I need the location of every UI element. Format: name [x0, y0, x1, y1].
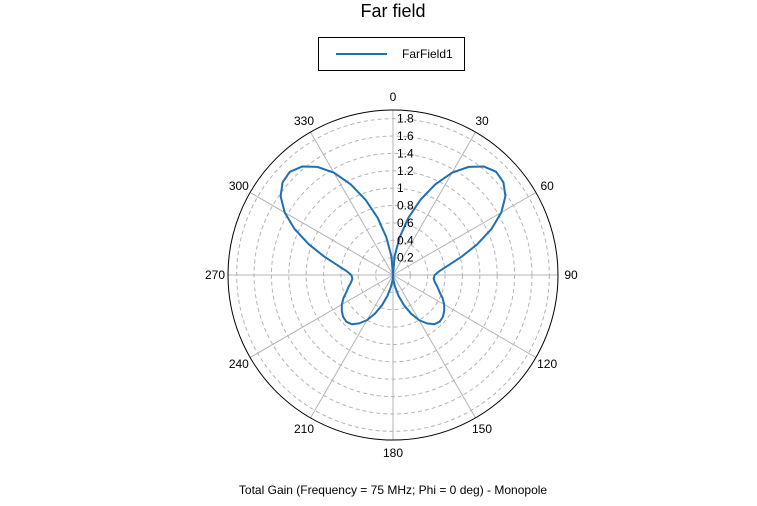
r-tick-label: 0.6	[397, 216, 414, 230]
r-tick-label: 1	[397, 181, 404, 195]
theta-tick-label: 330	[294, 114, 314, 128]
chart-footer: Total Gain (Frequency = 75 MHz; Phi = 0 …	[238, 483, 548, 497]
polar-grid	[227, 109, 559, 441]
theta-grid-line	[310, 274, 394, 419]
theta-tick-label: 90	[564, 268, 578, 282]
outer-circle	[227, 109, 559, 441]
theta-tick-label: 120	[537, 357, 557, 371]
theta-grid-line	[249, 192, 394, 276]
theta-grid-line	[392, 192, 537, 276]
series-line-farfield1	[279, 165, 507, 326]
theta-grid-line	[392, 274, 537, 358]
theta-grid-line	[249, 274, 394, 358]
r-tick-label: 1.8	[397, 112, 414, 126]
r-tick-label: 0.8	[397, 199, 414, 213]
legend: FarField1	[318, 37, 465, 71]
r-tick-label: 0.2	[397, 251, 414, 265]
theta-tick-label: 240	[229, 357, 249, 371]
theta-tick-label: 0	[390, 90, 397, 104]
r-tick-label: 1.2	[397, 164, 414, 178]
series-layer	[279, 165, 507, 326]
r-tick-label: 1.4	[397, 146, 414, 160]
theta-grid-line	[392, 274, 476, 419]
theta-tick-label: 300	[229, 179, 249, 193]
theta-tick-label: 30	[475, 114, 489, 128]
theta-grid-line	[310, 131, 394, 276]
theta-tick-label: 150	[472, 422, 492, 436]
theta-tick-label: 180	[383, 446, 403, 460]
theta-tick-label: 210	[294, 422, 314, 436]
r-tick-label: 1.6	[397, 129, 414, 143]
tick-labels: 0.2 0.4 0.6 0.8 1 1.2 1.4 1.6 1.80 30 60 90 120 150 18…	[205, 90, 578, 460]
chart-title: Far field	[360, 1, 426, 21]
legend-swatch-farfield1	[336, 53, 387, 55]
theta-tick-label: 60	[540, 179, 554, 193]
r-tick-label: 0.4	[397, 233, 414, 247]
theta-grid-line	[392, 131, 476, 276]
legend-label-farfield1: FarField1	[402, 47, 453, 61]
theta-tick-label: 270	[205, 268, 225, 282]
